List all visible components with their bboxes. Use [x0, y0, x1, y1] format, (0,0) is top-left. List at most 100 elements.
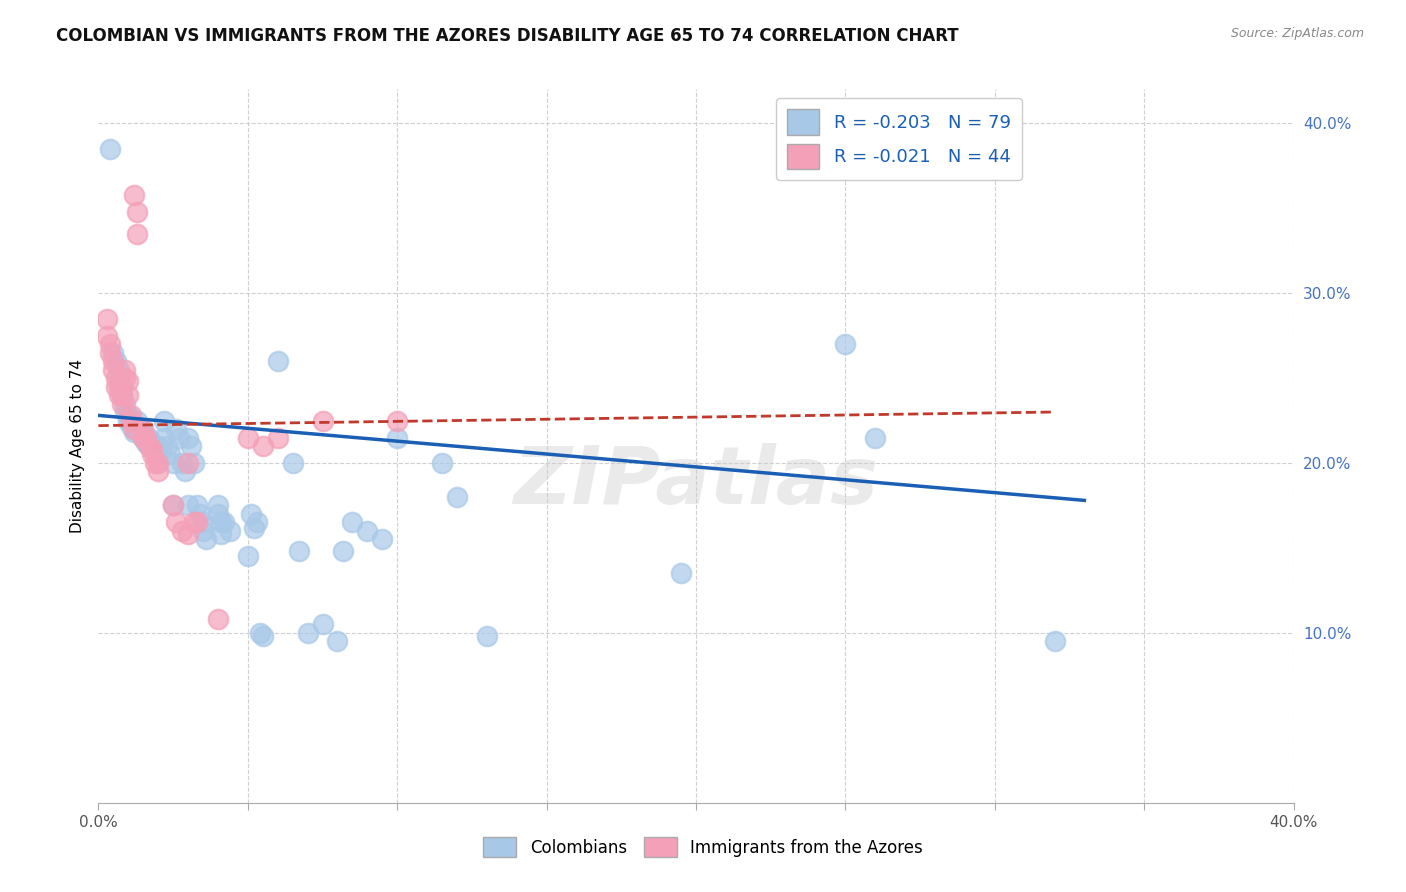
Point — [135, 430, 157, 444]
Text: Source: ZipAtlas.com: Source: ZipAtlas.com — [1230, 27, 1364, 40]
Point — [124, 425, 146, 440]
Point — [138, 430, 160, 444]
Point — [138, 439, 160, 453]
Point — [153, 430, 176, 444]
Point — [103, 345, 125, 359]
Point — [243, 520, 266, 534]
Point — [172, 456, 194, 470]
Point — [117, 375, 139, 389]
Point — [267, 354, 290, 368]
Point — [108, 379, 131, 393]
Point — [165, 422, 187, 436]
Point — [167, 430, 190, 444]
Point — [156, 439, 179, 453]
Point — [135, 430, 157, 444]
Point — [191, 516, 214, 530]
Point — [446, 490, 468, 504]
Point — [132, 422, 155, 436]
Point — [127, 413, 149, 427]
Point — [165, 516, 187, 530]
Point — [475, 629, 498, 643]
Point — [124, 422, 146, 436]
Point — [246, 516, 269, 530]
Point — [326, 634, 349, 648]
Point — [114, 362, 136, 376]
Point — [834, 337, 856, 351]
Legend: R = -0.203   N = 79, R = -0.021   N = 44: R = -0.203 N = 79, R = -0.021 N = 44 — [776, 98, 1022, 180]
Point — [177, 430, 200, 444]
Point — [252, 439, 274, 453]
Point — [103, 354, 125, 368]
Point — [120, 418, 142, 433]
Point — [98, 142, 122, 156]
Point — [159, 448, 181, 462]
Point — [356, 524, 378, 538]
Point — [287, 544, 309, 558]
Point — [177, 527, 200, 541]
Point — [98, 345, 122, 359]
Point — [143, 439, 166, 453]
Point — [108, 371, 131, 385]
Point — [1043, 634, 1066, 648]
Point — [207, 507, 229, 521]
Point — [105, 379, 128, 393]
Point — [669, 566, 692, 581]
Point — [249, 626, 271, 640]
Point — [143, 456, 166, 470]
Point — [124, 422, 146, 436]
Point — [209, 516, 232, 530]
Point — [153, 413, 176, 427]
Point — [162, 499, 184, 513]
Point — [183, 516, 205, 530]
Point — [207, 612, 229, 626]
Point — [239, 507, 262, 521]
Point — [127, 227, 149, 241]
Point — [188, 507, 211, 521]
Point — [177, 456, 200, 470]
Point — [111, 396, 134, 410]
Text: ZIPatlas: ZIPatlas — [513, 442, 879, 521]
Point — [180, 439, 202, 453]
Point — [132, 430, 155, 444]
Point — [342, 516, 364, 530]
Point — [111, 388, 134, 402]
Point — [138, 439, 160, 453]
Point — [124, 187, 146, 202]
Point — [120, 409, 142, 423]
Point — [96, 311, 118, 326]
Point — [162, 499, 184, 513]
Point — [219, 524, 242, 538]
Point — [195, 533, 218, 547]
Point — [385, 413, 409, 427]
Point — [297, 626, 319, 640]
Point — [148, 448, 170, 462]
Point — [212, 516, 235, 530]
Point — [177, 499, 200, 513]
Point — [186, 516, 208, 530]
Point — [141, 448, 163, 462]
Point — [385, 430, 409, 444]
Point — [430, 456, 453, 470]
Point — [281, 456, 304, 470]
Point — [108, 362, 131, 376]
Y-axis label: Disability Age 65 to 74: Disability Age 65 to 74 — [69, 359, 84, 533]
Point — [114, 371, 136, 385]
Point — [135, 435, 157, 450]
Legend: Colombians, Immigrants from the Azores: Colombians, Immigrants from the Azores — [475, 829, 931, 866]
Point — [311, 413, 333, 427]
Point — [120, 413, 142, 427]
Point — [111, 379, 134, 393]
Point — [117, 413, 139, 427]
Point — [209, 527, 232, 541]
Point — [236, 549, 259, 564]
Point — [172, 524, 194, 538]
Point — [183, 456, 205, 470]
Point — [120, 413, 142, 427]
Point — [186, 499, 208, 513]
Point — [114, 405, 136, 419]
Point — [129, 422, 152, 436]
Point — [96, 328, 118, 343]
Point — [98, 337, 122, 351]
Point — [191, 524, 214, 538]
Point — [267, 430, 290, 444]
